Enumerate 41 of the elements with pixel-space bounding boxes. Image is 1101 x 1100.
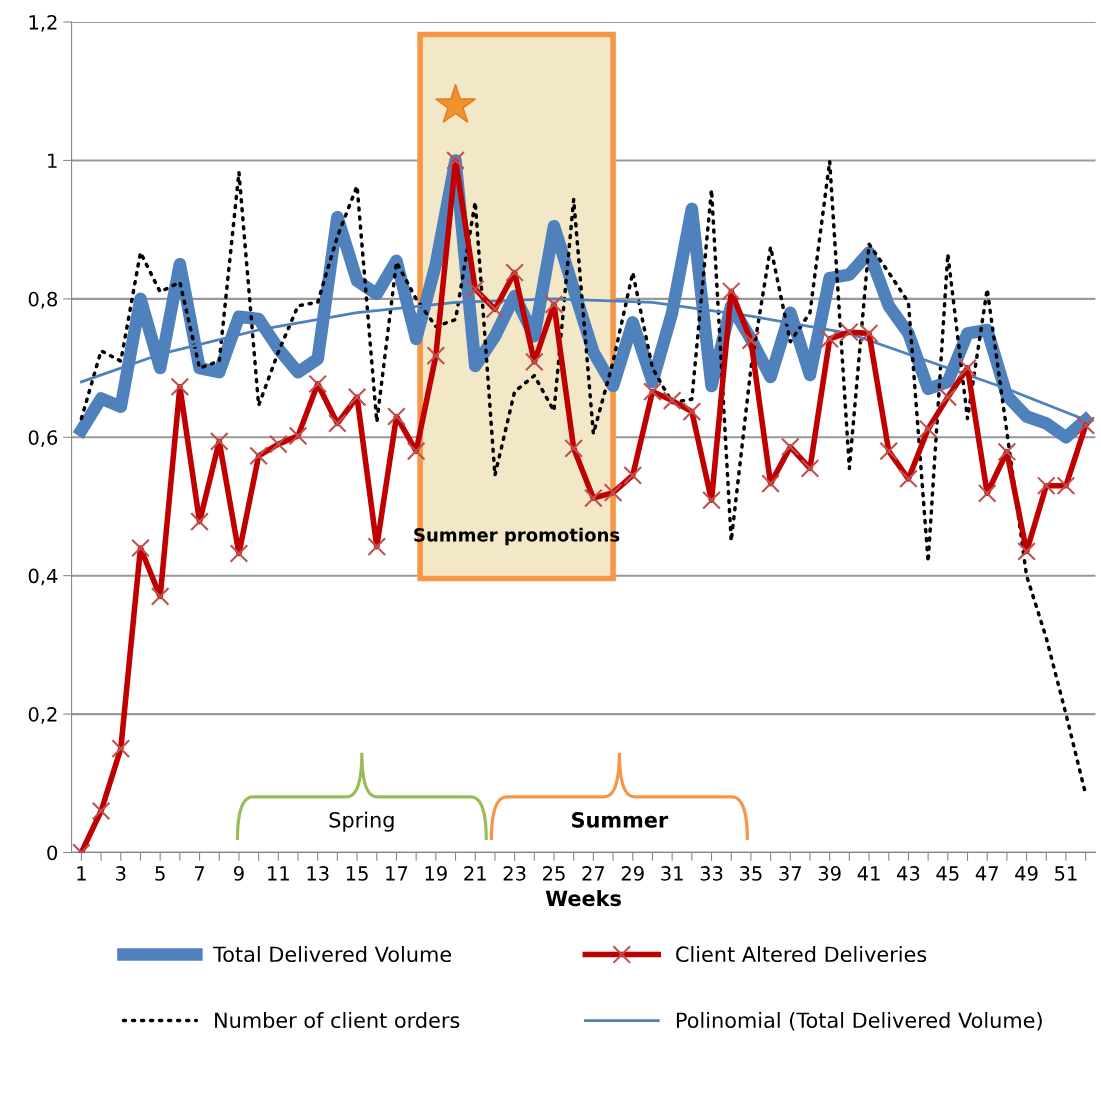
x-tick-label: 31 (661, 866, 683, 881)
x-tick-label: 41 (857, 866, 880, 881)
x-tick-label: 11 (268, 866, 289, 881)
x-tick-label: 1 (77, 866, 86, 881)
x-tick-label: 15 (346, 866, 368, 881)
band-label: Summer promotions (414, 527, 620, 546)
annotation: Summer (572, 811, 669, 828)
y-tick-label: 0 (47, 845, 58, 861)
x-tick-label: 5 (155, 866, 165, 881)
y-tick-label: 1,2 (29, 14, 57, 32)
legend-label: Polinomial (Total Delivered Volume) (676, 1011, 1042, 1031)
x-tick-label: 49 (1015, 866, 1038, 881)
x-tick-label: 13 (307, 866, 329, 881)
x-tick-label: 37 (779, 866, 801, 881)
y-tick-label: 1 (48, 153, 57, 168)
x-tick-label: 19 (425, 866, 447, 881)
legend-label: Total Delivered Volume (212, 945, 452, 963)
x-tick-label: 33 (700, 866, 723, 881)
x-tick-label: 39 (818, 866, 841, 881)
legend-label: Client Altered Deliveries (676, 945, 927, 963)
x-axis-title: Weeks (545, 890, 621, 907)
x-tick-label: 25 (543, 866, 565, 881)
x-tick-label: 45 (936, 866, 959, 881)
x-tick-label: 29 (621, 866, 644, 881)
y-tick-label: 0,6 (28, 430, 58, 447)
x-tick-label: 51 (1055, 866, 1077, 881)
x-tick-label: 17 (386, 866, 408, 881)
x-tick-label: 27 (582, 866, 605, 881)
x-tick-label: 23 (503, 866, 526, 881)
x-tick-label: 47 (975, 866, 998, 881)
x-tick-label: 9 (233, 866, 244, 881)
y-tick-label: 0,2 (28, 707, 57, 724)
annotation: Spring (329, 811, 394, 832)
legend-label: Number of client orders (215, 1011, 460, 1029)
x-tick-label: 3 (116, 866, 126, 881)
y-tick-label: 0,4 (28, 568, 58, 586)
x-tick-label: 35 (740, 866, 762, 881)
x-tick-label: 43 (897, 866, 920, 881)
x-tick-label: 21 (464, 866, 486, 881)
x-tick-label: 7 (194, 866, 205, 881)
y-tick-label: 0,8 (28, 291, 58, 309)
